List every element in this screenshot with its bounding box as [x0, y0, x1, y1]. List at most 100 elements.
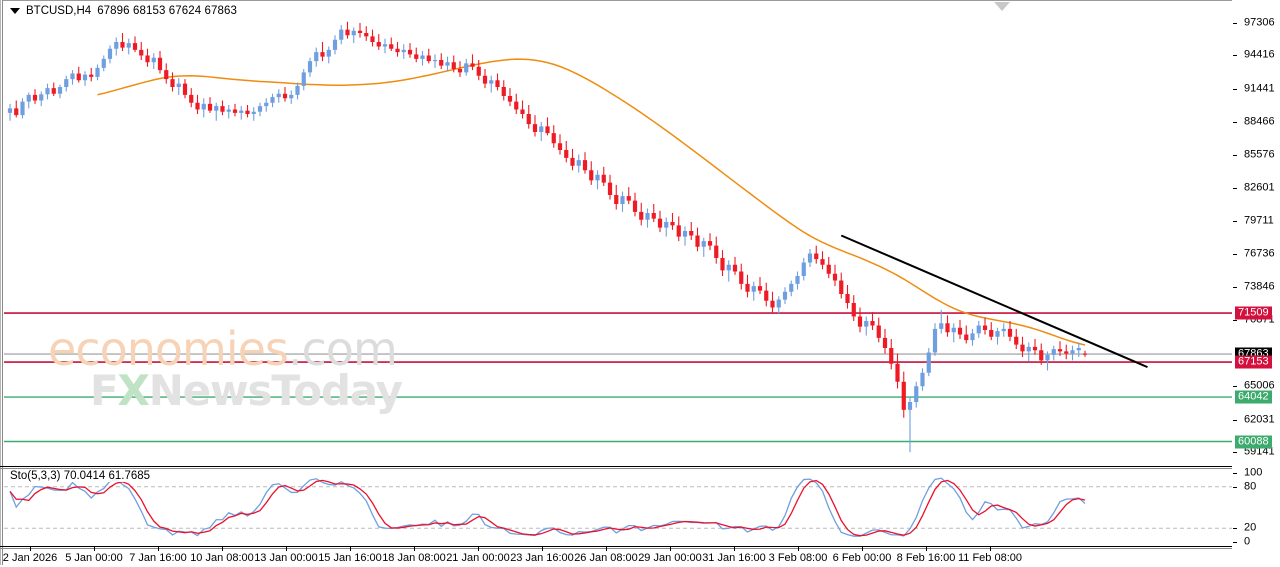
candle-body: [120, 42, 125, 48]
time-axis-label: 26 Jan 08:00: [574, 552, 638, 564]
candle-body: [220, 106, 225, 112]
symbol-header: BTCUSD,H4 67896 68153 67624 67863: [10, 4, 237, 18]
candle-body: [695, 235, 700, 247]
candle-body: [364, 33, 369, 37]
candle-body: [995, 331, 1000, 337]
price-tick-label: 88466: [1244, 115, 1275, 128]
candle-body: [51, 88, 56, 94]
time-axis-label: 13 Jan 00:00: [254, 552, 318, 564]
stochastic-d-line: [9, 479, 1086, 537]
time-axis-label: 10 Jan 08:00: [190, 552, 254, 564]
candle-body: [757, 286, 763, 291]
price-badge-support[interactable]: 64042: [1235, 390, 1272, 404]
candle-body: [14, 108, 19, 116]
time-tick: [670, 546, 671, 551]
candle-body: [114, 42, 119, 49]
candle-body: [470, 63, 475, 67]
candle-body: [670, 222, 675, 226]
candle-body: [1026, 346, 1031, 352]
price-tick: [1233, 122, 1237, 124]
time-tick: [158, 546, 159, 551]
candle-body: [507, 96, 513, 102]
stochastic-tick: [1233, 528, 1237, 530]
candle-body: [626, 196, 631, 201]
candle-body: [889, 348, 894, 364]
price-tick: [1233, 154, 1237, 156]
candle-body: [489, 80, 494, 84]
triangle-down-marker-icon[interactable]: [994, 2, 1010, 11]
candle-body: [26, 94, 31, 102]
candle-body: [632, 200, 638, 212]
candle-body: [720, 258, 725, 271]
candle-body: [170, 79, 175, 87]
candle-body: [351, 30, 356, 36]
price-tick-label: 82601: [1244, 181, 1275, 194]
time-tick: [542, 546, 543, 551]
price-badge-support[interactable]: 67153: [1235, 355, 1272, 369]
candle-body: [20, 101, 25, 116]
candle-body: [1070, 350, 1075, 354]
candle-body: [439, 60, 444, 66]
triangle-down-icon[interactable]: [10, 8, 20, 14]
top-rule: [0, 0, 1232, 1]
time-tick: [414, 546, 415, 551]
candle-body: [432, 60, 438, 62]
price-tick-label: 59141: [1244, 445, 1275, 458]
candle-body: [1020, 344, 1025, 352]
candle-body: [476, 66, 481, 76]
candle-body: [157, 57, 163, 71]
candle-body: [401, 49, 406, 53]
pane-divider-shadow: [0, 468, 1232, 469]
time-axis-label: 23 Jan 16:00: [510, 552, 574, 564]
candle-body: [745, 283, 750, 292]
candle-body: [107, 48, 113, 59]
candle-body: [1039, 350, 1044, 361]
time-axis-label: 31 Jan 16:00: [702, 552, 766, 564]
time-axis-label: 29 Jan 00:00: [638, 552, 702, 564]
price-badge-support[interactable]: 60088: [1235, 435, 1272, 448]
time-axis-label: 11 Feb 08:00: [957, 552, 1023, 564]
candle-body: [970, 333, 975, 341]
candle-body: [307, 61, 313, 73]
candle-body: [770, 300, 775, 308]
stochastic-canvas: [4, 477, 1232, 537]
candle-body: [645, 213, 650, 220]
time-tick: [798, 546, 799, 551]
candle-body: [420, 55, 425, 59]
price-tick: [1233, 220, 1237, 222]
stochastic-scale-label: 100: [1244, 466, 1263, 479]
candle-body: [895, 363, 900, 382]
candle-body: [76, 73, 81, 81]
candle-body: [639, 211, 644, 220]
candle-body: [1014, 336, 1019, 345]
candle-body: [764, 290, 769, 301]
price-pane[interactable]: [4, 6, 1232, 465]
price-badge-resistance[interactable]: 71509: [1235, 306, 1272, 320]
candle-body: [807, 253, 813, 263]
pane-divider-top: [0, 466, 1232, 467]
candle-body: [501, 87, 506, 96]
price-tick: [1233, 22, 1237, 24]
price-axis[interactable]: [1232, 0, 1280, 567]
candle-body: [920, 372, 925, 387]
candle-body: [207, 103, 213, 111]
candle-body: [357, 30, 363, 33]
candle-body: [101, 58, 106, 68]
time-tick: [990, 546, 991, 551]
candle-body: [664, 222, 669, 228]
stochastic-label: Sto(5,3,3) 70.0414 61.7685: [8, 470, 153, 482]
candle-body: [389, 44, 394, 49]
stochastic-pane[interactable]: [4, 470, 1232, 545]
candle-body: [257, 106, 263, 112]
candle-body: [164, 70, 169, 80]
time-axis-divider-shadow: [0, 548, 1232, 549]
candle-body: [707, 241, 713, 246]
candle-body: [514, 101, 519, 110]
candle-body: [951, 327, 956, 333]
candle-body: [876, 325, 881, 338]
candle-body: [195, 102, 200, 110]
candle-body: [239, 110, 244, 113]
candle-body: [95, 67, 100, 77]
price-tick: [1233, 188, 1237, 190]
time-axis-label: 15 Jan 16:00: [318, 552, 382, 564]
